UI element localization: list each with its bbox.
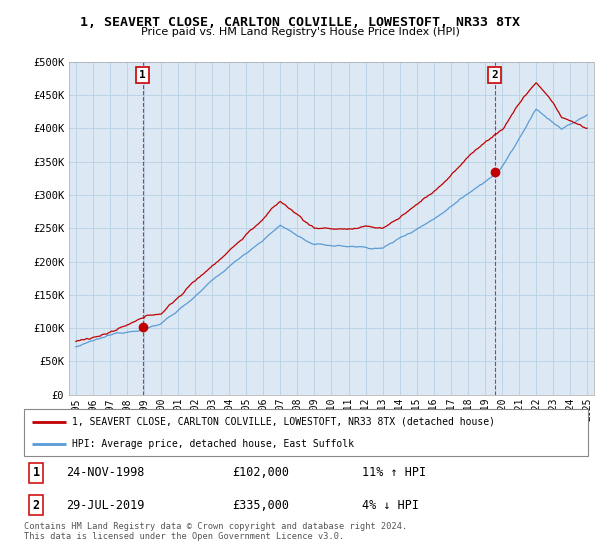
Text: HPI: Average price, detached house, East Suffolk: HPI: Average price, detached house, East…	[72, 438, 354, 449]
Text: 24-NOV-1998: 24-NOV-1998	[66, 466, 145, 479]
Text: 1: 1	[32, 466, 40, 479]
Text: Price paid vs. HM Land Registry's House Price Index (HPI): Price paid vs. HM Land Registry's House …	[140, 27, 460, 37]
Text: £335,000: £335,000	[233, 498, 290, 512]
Text: Contains HM Land Registry data © Crown copyright and database right 2024.
This d: Contains HM Land Registry data © Crown c…	[24, 522, 407, 542]
FancyBboxPatch shape	[24, 409, 588, 456]
Text: 29-JUL-2019: 29-JUL-2019	[66, 498, 145, 512]
Text: 2: 2	[32, 498, 40, 512]
Text: 4% ↓ HPI: 4% ↓ HPI	[362, 498, 419, 512]
Text: 1, SEAVERT CLOSE, CARLTON COLVILLE, LOWESTOFT, NR33 8TX (detached house): 1, SEAVERT CLOSE, CARLTON COLVILLE, LOWE…	[72, 417, 495, 427]
Text: 1, SEAVERT CLOSE, CARLTON COLVILLE, LOWESTOFT, NR33 8TX: 1, SEAVERT CLOSE, CARLTON COLVILLE, LOWE…	[80, 16, 520, 29]
Text: 2: 2	[491, 70, 498, 80]
Text: £102,000: £102,000	[233, 466, 290, 479]
Text: 11% ↑ HPI: 11% ↑ HPI	[362, 466, 427, 479]
Text: 1: 1	[139, 70, 146, 80]
